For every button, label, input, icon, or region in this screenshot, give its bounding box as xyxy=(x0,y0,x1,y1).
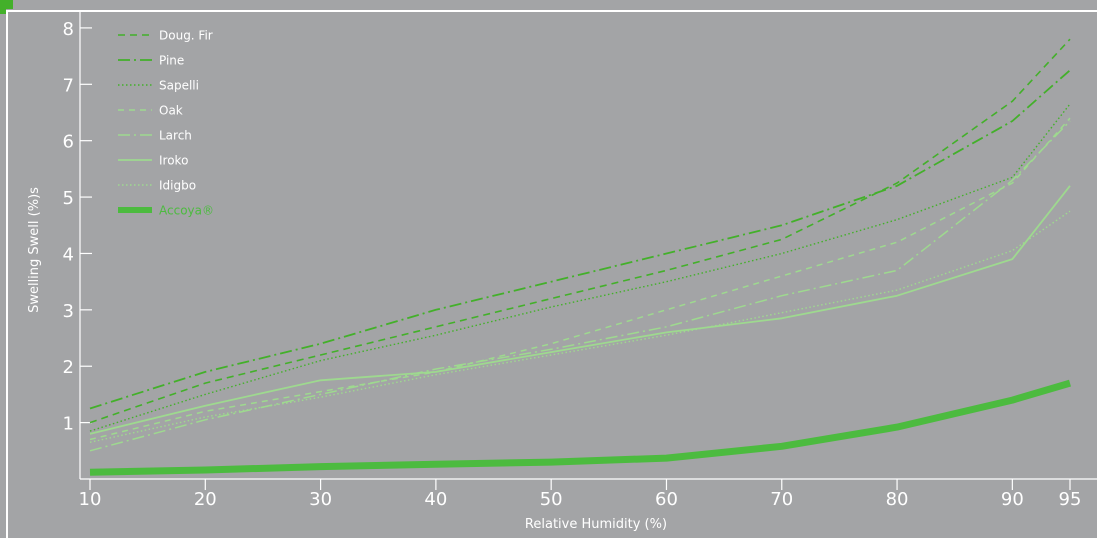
y-tick-label: 8 xyxy=(63,19,74,40)
series-line-oak xyxy=(89,117,1071,441)
legend-label: Larch xyxy=(159,129,192,143)
x-tick-label: 20 xyxy=(194,489,217,510)
y-tick-label: 4 xyxy=(63,244,74,265)
legend-label: Pine xyxy=(159,54,184,68)
x-axis-ticks: 10 20 30 40 50 60 70 80 90 95 xyxy=(79,479,1082,510)
y-tick-label: 7 xyxy=(63,75,74,96)
series-line-accoya xyxy=(89,379,1071,476)
legend-label: Accoya® xyxy=(159,204,214,218)
x-tick-label: 95 xyxy=(1059,489,1082,510)
brand-corner-mark xyxy=(0,0,13,14)
series-line-sapelli xyxy=(89,103,1071,432)
legend-label: Doug. Fir xyxy=(159,29,213,43)
y-tick-label: 3 xyxy=(63,301,74,322)
y-tick-label: 2 xyxy=(63,357,74,378)
legend-label: Iroko xyxy=(159,154,188,168)
y-axis-title: Swelling Swell (%)s xyxy=(27,187,42,313)
series-layer xyxy=(89,38,1071,476)
legend-label: Oak xyxy=(159,104,183,118)
y-tick-label: 1 xyxy=(63,414,74,435)
x-tick-label: 80 xyxy=(886,489,909,510)
y-axis-ticks: 1 2 3 4 5 6 7 8 xyxy=(63,19,92,435)
x-tick-label: 90 xyxy=(1001,489,1024,510)
series-line-doug-fir xyxy=(89,38,1071,424)
x-tick-label: 30 xyxy=(309,489,332,510)
series-line-pine xyxy=(89,69,1071,410)
x-tick-label: 70 xyxy=(770,489,793,510)
x-tick-label: 10 xyxy=(79,489,102,510)
x-tick-label: 40 xyxy=(424,489,447,510)
series-line-idigbo xyxy=(89,210,1071,443)
legend-label: Sapelli xyxy=(159,79,199,93)
legend: Doug. Fir Pine Sapelli Oak Larch Iroko Idigbo A… xyxy=(118,29,214,218)
x-axis-title: Relative Humidity (%) xyxy=(525,517,667,532)
legend-label: Idigbo xyxy=(159,179,196,193)
y-tick-label: 6 xyxy=(63,132,74,153)
x-tick-label: 50 xyxy=(540,489,563,510)
series-line-iroko xyxy=(89,185,1071,435)
x-tick-label: 60 xyxy=(655,489,678,510)
y-tick-label: 5 xyxy=(63,188,74,209)
